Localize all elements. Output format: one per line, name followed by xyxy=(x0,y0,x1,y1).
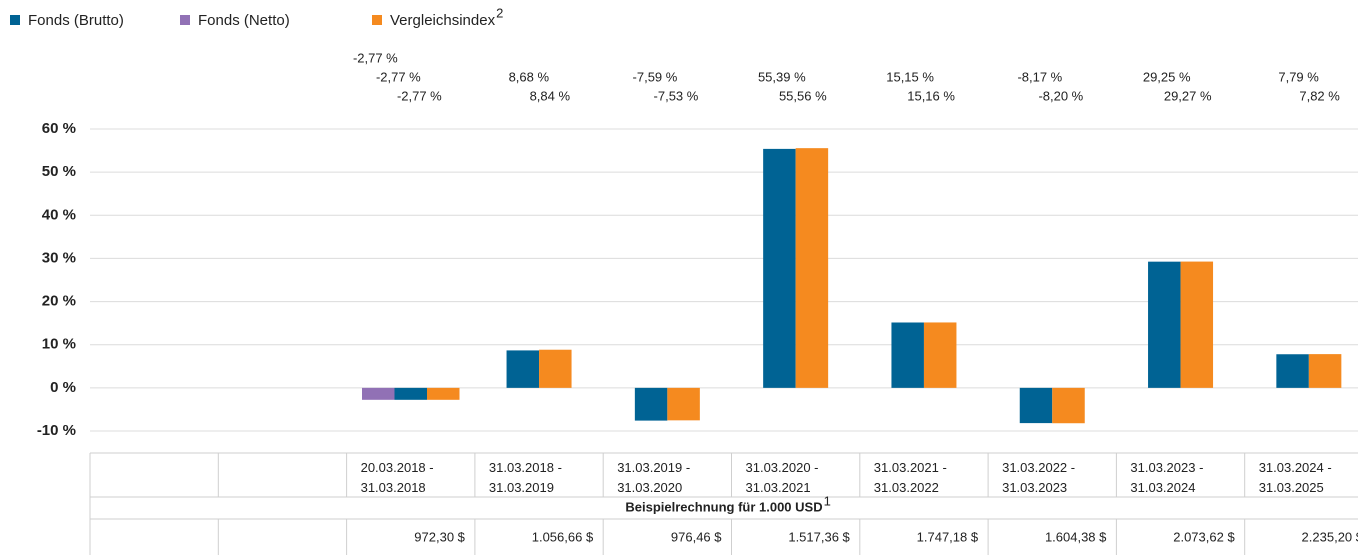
legend-swatch xyxy=(180,15,190,25)
value-label: -2,77 % xyxy=(353,50,398,65)
bar xyxy=(1276,354,1309,388)
bar xyxy=(427,387,460,400)
value-label: 55,56 % xyxy=(779,88,827,103)
legend-label: Fonds (Netto) xyxy=(198,12,290,29)
bar xyxy=(362,387,395,400)
y-tick-label: 10 % xyxy=(42,336,76,353)
value-label: -8,20 % xyxy=(1038,88,1083,103)
y-tick-label: 50 % xyxy=(42,163,76,180)
bar xyxy=(634,387,668,421)
value-label: 15,16 % xyxy=(907,88,955,103)
value-label: -7,59 % xyxy=(633,69,678,84)
bar xyxy=(1019,387,1053,424)
category-label: 31.03.2022 - 31.03.2023 xyxy=(1002,460,1076,495)
category-label: 20.03.2018 - 31.03.2018 xyxy=(360,460,434,495)
category-label: 31.03.2020 - 31.03.2021 xyxy=(745,460,819,495)
bar xyxy=(539,349,572,388)
bar xyxy=(1308,354,1342,388)
value-label: -8,17 % xyxy=(1017,69,1062,84)
value-label: -7,53 % xyxy=(654,88,699,103)
table-value: 976,46 $ xyxy=(671,529,722,544)
y-tick-label: 40 % xyxy=(42,206,76,223)
value-label: 8,68 % xyxy=(509,69,550,84)
y-tick-label: 20 % xyxy=(42,293,76,310)
table-value: 1.747,18 $ xyxy=(917,529,979,544)
category-label: 31.03.2021 - 31.03.2022 xyxy=(873,460,947,495)
y-tick-label: 0 % xyxy=(50,379,76,396)
bar xyxy=(891,322,924,388)
legend-note: 2 xyxy=(496,5,503,20)
value-label: 29,25 % xyxy=(1143,69,1191,84)
legend-swatch xyxy=(10,15,20,25)
bar xyxy=(394,387,427,400)
category-label: 31.03.2018 - 31.03.2019 xyxy=(488,460,562,495)
value-label: 29,27 % xyxy=(1164,88,1212,103)
table-value: 1.604,38 $ xyxy=(1045,529,1107,544)
bar xyxy=(506,350,540,388)
legend-label: Fonds (Brutto) xyxy=(28,12,124,29)
category-label: 31.03.2023 - 31.03.2024 xyxy=(1130,460,1204,495)
value-label: 55,39 % xyxy=(758,69,806,84)
value-label: -2,77 % xyxy=(397,88,442,103)
table-value: 1.517,36 $ xyxy=(788,529,850,544)
bar xyxy=(763,148,796,388)
legend-label: Vergleichsindex xyxy=(390,12,496,29)
bar xyxy=(923,322,957,388)
value-label: -2,77 % xyxy=(376,69,421,84)
bar xyxy=(1052,387,1085,424)
table-title: Beispielrechnung für 1.000 USD xyxy=(625,499,822,514)
y-tick-label: -10 % xyxy=(37,422,76,439)
bar xyxy=(667,387,700,421)
value-label: 15,15 % xyxy=(886,69,934,84)
value-label: 7,79 % xyxy=(1278,69,1319,84)
table-value: 972,30 $ xyxy=(414,529,465,544)
category-label: 31.03.2024 - 31.03.2025 xyxy=(1258,460,1332,495)
bar xyxy=(1148,261,1181,388)
value-label: 7,82 % xyxy=(1299,88,1340,103)
category-label: 31.03.2019 - 31.03.2020 xyxy=(617,460,691,495)
table-value: 1.056,66 $ xyxy=(532,529,594,544)
value-label: 8,84 % xyxy=(530,88,571,103)
table-value: 2.235,20 $ xyxy=(1302,529,1358,544)
y-tick-label: 30 % xyxy=(42,249,76,266)
y-tick-label: 60 % xyxy=(42,120,76,137)
legend-swatch xyxy=(372,15,382,25)
table-value: 2.073,62 $ xyxy=(1173,529,1235,544)
table-title-note: 1 xyxy=(824,493,831,508)
bar xyxy=(1180,261,1214,388)
bar xyxy=(795,148,829,388)
